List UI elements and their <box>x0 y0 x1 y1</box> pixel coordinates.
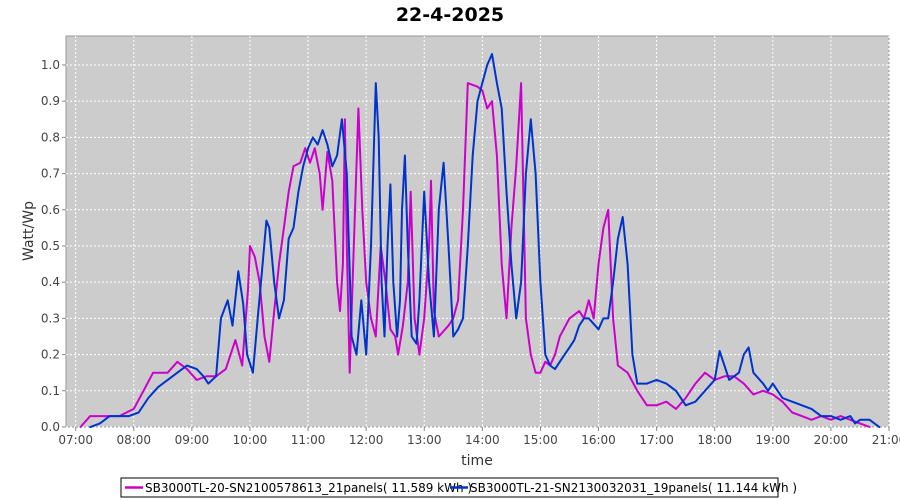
y-tick-label: 0.9 <box>41 94 60 108</box>
y-tick-label: 0.6 <box>41 203 60 217</box>
x-tick-label: 14:00 <box>465 433 500 447</box>
legend-entry-series-1: SB3000TL-20-SN2100578613_21panels( 11.58… <box>145 481 472 495</box>
plot-area <box>65 35 890 428</box>
y-tick-label: 0.4 <box>41 275 60 289</box>
grid <box>66 36 890 428</box>
x-tick-label: 21:00 <box>872 433 900 447</box>
x-tick-label: 10:00 <box>233 433 268 447</box>
y-tick-label: 0.2 <box>41 348 60 362</box>
x-tick-label: 20:00 <box>814 433 849 447</box>
x-axis-label: time <box>461 453 493 469</box>
x-tick-label: 07:00 <box>58 433 93 447</box>
x-tick-label: 18:00 <box>697 433 732 447</box>
x-tick-label: 15:00 <box>523 433 558 447</box>
y-axis-label: Watt/Wp <box>21 201 37 261</box>
x-tick-label: 08:00 <box>116 433 151 447</box>
y-tick-label: 0.3 <box>41 311 60 325</box>
y-axis: 0.0 0.1 0.2 0.3 0.4 0.5 0.6 0.7 0.8 0.9 1.0 <box>41 58 66 434</box>
x-tick-label: 17:00 <box>639 433 674 447</box>
x-axis: 07:00 08:00 09:00 10:00 11:00 12:00 13:00 14:00… <box>58 427 900 447</box>
legend: SB3000TL-20-SN2100578613_21panels( 11.58… <box>120 477 797 498</box>
y-tick-label: 0.8 <box>41 130 60 144</box>
chart-title: 22-4-2025 <box>396 4 504 26</box>
x-tick-label: 09:00 <box>175 433 210 447</box>
x-tick-label: 12:00 <box>349 433 384 447</box>
legend-box <box>120 477 779 498</box>
y-tick-label: 0.7 <box>41 167 60 181</box>
series-line-2 <box>89 53 881 428</box>
y-tick-label: 1.0 <box>41 58 60 72</box>
x-tick-label: 11:00 <box>291 433 326 447</box>
y-tick-label: 0.1 <box>41 384 60 398</box>
y-tick-label: 0.5 <box>41 239 60 253</box>
x-tick-label: 19:00 <box>756 433 791 447</box>
legend-entry-series-2: SB3000TL-21-SN2130032031_19panels( 11.14… <box>470 481 797 495</box>
y-tick-label: 0.0 <box>41 420 60 434</box>
x-tick-label: 16:00 <box>581 433 616 447</box>
series-lines <box>79 53 881 428</box>
x-tick-label: 13:00 <box>407 433 442 447</box>
